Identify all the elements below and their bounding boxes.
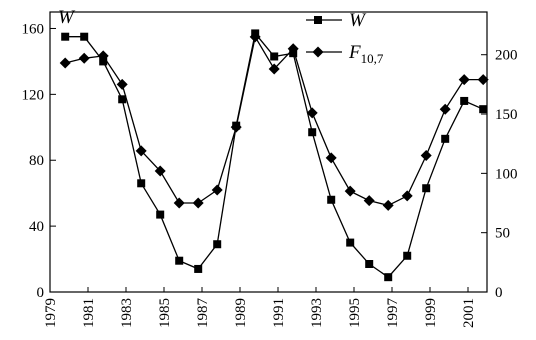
x-tick-label: 1995 xyxy=(347,298,363,328)
series-layer xyxy=(59,29,489,282)
series-line xyxy=(65,35,484,207)
data-point-square xyxy=(270,52,279,61)
x-tick-label: 1991 xyxy=(271,298,287,328)
left-y-axis: 0 40 80 120 160 xyxy=(22,21,56,301)
data-point-diamond xyxy=(458,74,470,86)
data-point-square xyxy=(156,210,165,219)
x-tick-label: 2001 xyxy=(461,298,477,328)
data-point-square xyxy=(365,260,374,268)
plot-area-border xyxy=(49,11,488,293)
data-point-square xyxy=(441,134,450,143)
left-axis-title: W xyxy=(58,7,76,28)
right-y-tick-label: 0 xyxy=(495,285,503,301)
data-point-square xyxy=(327,195,336,204)
right-y-tick-label: 150 xyxy=(495,107,518,123)
x-tick-label: 1997 xyxy=(385,298,401,329)
data-point-diamond xyxy=(382,199,394,211)
legend-item: F10,7 xyxy=(306,42,384,66)
data-point-diamond xyxy=(116,78,128,90)
data-point-diamond xyxy=(477,74,489,86)
data-point-square xyxy=(118,95,127,104)
data-point-square xyxy=(175,256,184,265)
data-point-diamond xyxy=(192,197,204,209)
data-point-diamond xyxy=(439,103,451,115)
plot-frame xyxy=(49,11,488,293)
data-point-diamond xyxy=(363,195,375,207)
right-y-tick-label: 100 xyxy=(495,166,518,182)
data-point-diamond xyxy=(249,31,261,43)
left-y-tick-label: 0 xyxy=(37,285,45,301)
data-point-square xyxy=(80,32,89,41)
legend-label-main: F xyxy=(348,42,361,63)
left-y-tick-label: 160 xyxy=(22,21,45,37)
data-point-diamond xyxy=(78,52,90,64)
legend-label-main: W xyxy=(349,10,367,31)
data-point-diamond xyxy=(97,50,109,62)
right-y-tick-label: 50 xyxy=(495,226,510,242)
x-tick-label: 1983 xyxy=(119,298,135,328)
data-point-diamond xyxy=(420,150,432,162)
data-point-diamond xyxy=(325,152,337,164)
data-point-diamond xyxy=(287,43,299,55)
x-tick-label: 1987 xyxy=(195,298,211,329)
data-point-diamond xyxy=(59,57,71,69)
left-y-tick-label: 120 xyxy=(22,87,45,103)
x-tick-label: 1981 xyxy=(81,298,97,328)
data-point-diamond xyxy=(230,121,242,133)
data-point-square xyxy=(422,184,431,193)
left-y-tick-label: 40 xyxy=(29,219,44,235)
data-point-diamond xyxy=(306,107,318,119)
x-tick-label: 1993 xyxy=(309,298,325,328)
data-point-square xyxy=(213,240,222,249)
legend-label: F10,7 xyxy=(348,42,384,66)
right-y-axis: 0 50 100 150 200 xyxy=(481,48,518,301)
data-point-square xyxy=(194,264,203,273)
data-point-square xyxy=(61,32,70,41)
data-point-square xyxy=(460,96,469,105)
data-point-square xyxy=(346,238,355,247)
data-point-square xyxy=(99,57,108,66)
x-tick-label: 1999 xyxy=(423,298,439,328)
legend-marker-diamond xyxy=(312,46,324,58)
legend-item: W xyxy=(306,10,367,31)
data-point-diamond xyxy=(344,185,356,197)
legend-marker-square xyxy=(314,16,322,24)
x-tick-label: 1979 xyxy=(43,298,59,328)
data-point-square xyxy=(137,179,146,188)
data-point-diamond xyxy=(268,63,280,75)
x-tick-label: 1989 xyxy=(233,298,249,328)
data-point-square xyxy=(479,105,488,114)
x-tick-label: 1985 xyxy=(157,298,173,328)
series-f107 xyxy=(59,31,489,211)
x-axis: 1979 1981 1983 1985 1987 1989 1991 1993 1995 1997… xyxy=(43,287,477,328)
right-y-tick-label: 200 xyxy=(495,48,518,64)
data-point-diamond xyxy=(154,165,166,177)
data-point-diamond xyxy=(211,184,223,196)
data-point-square xyxy=(384,273,393,282)
legend-label: W xyxy=(349,10,367,31)
legend-label-subscript: 10,7 xyxy=(361,51,384,66)
data-point-square xyxy=(403,251,412,260)
data-point-diamond xyxy=(135,145,147,157)
data-point-square xyxy=(308,128,317,137)
data-point-diamond xyxy=(401,190,413,202)
left-y-tick-label: 80 xyxy=(29,153,44,169)
data-point-diamond xyxy=(173,197,185,209)
